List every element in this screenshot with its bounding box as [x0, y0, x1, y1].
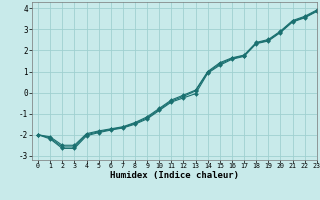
X-axis label: Humidex (Indice chaleur): Humidex (Indice chaleur)	[110, 171, 239, 180]
